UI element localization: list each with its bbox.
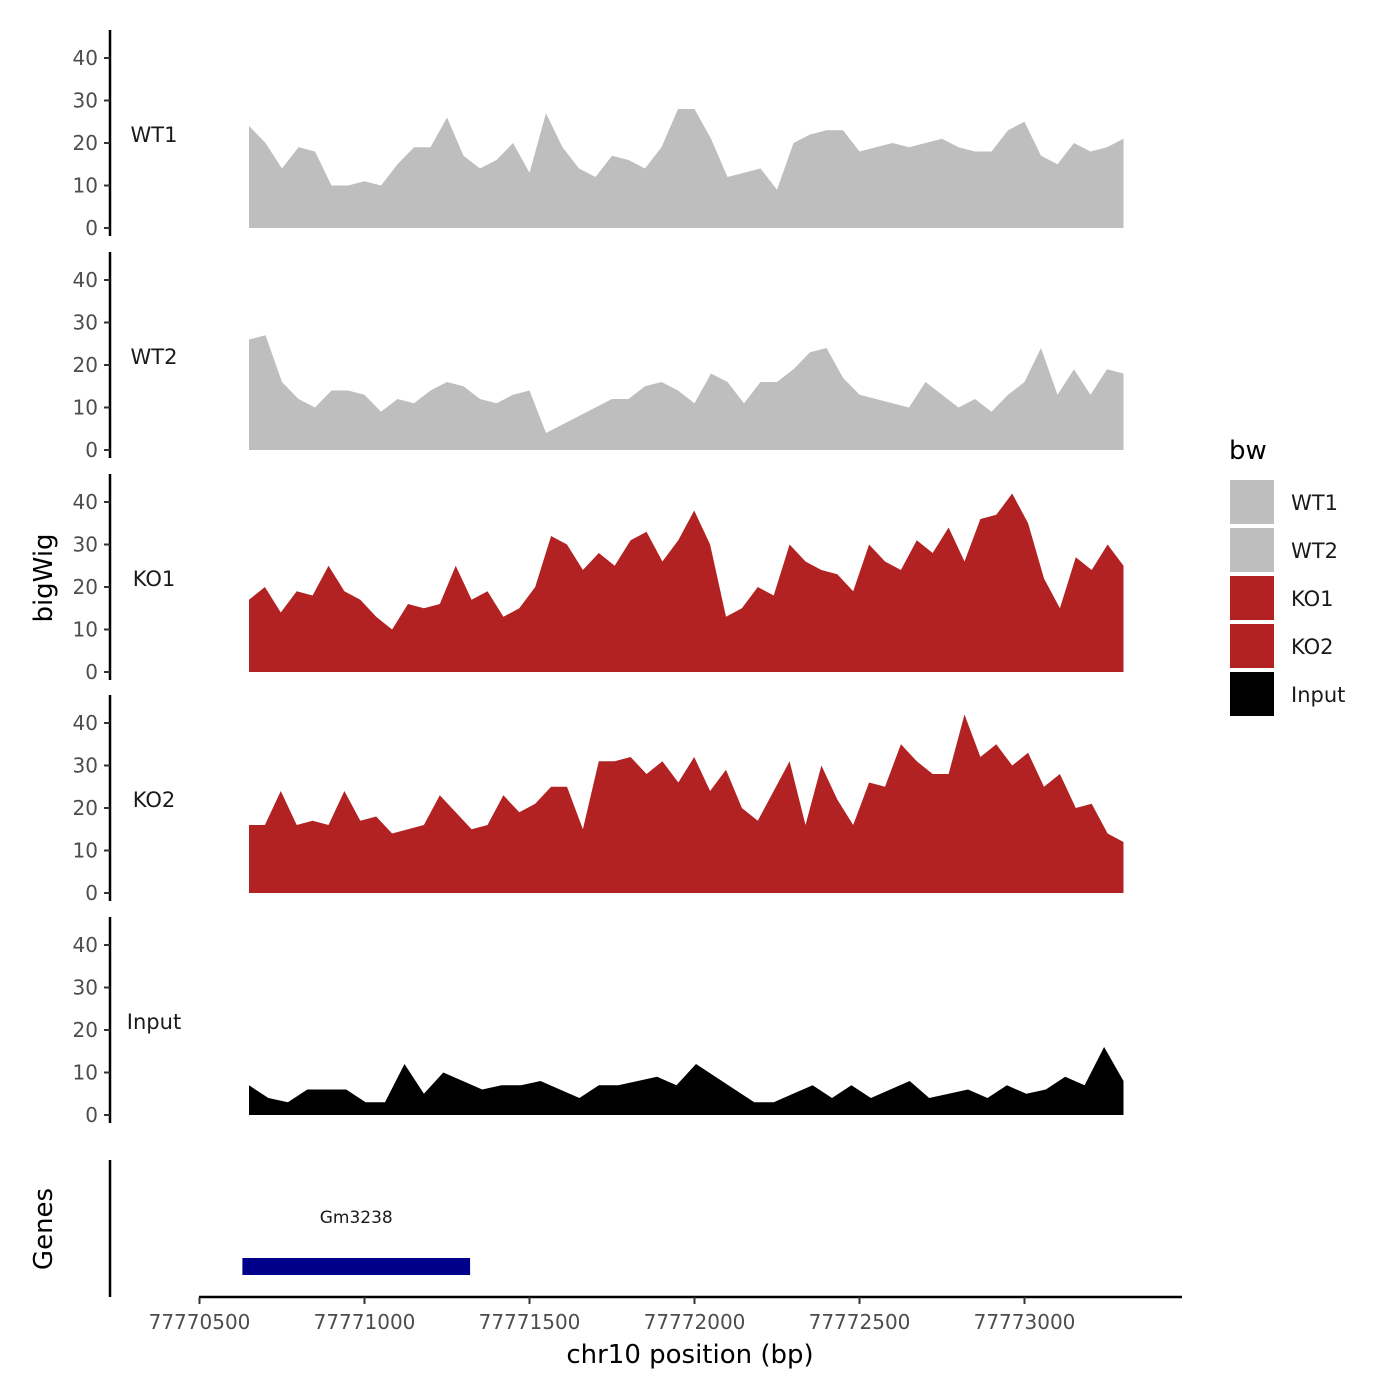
y-tick-label: 30 bbox=[73, 976, 98, 1000]
genes-panel: Gm3238 bbox=[108, 1160, 471, 1297]
signal-area-wt1 bbox=[249, 109, 1124, 228]
x-tick-label: 77772500 bbox=[809, 1310, 911, 1334]
legend-label-wt1: WT1 bbox=[1291, 491, 1338, 515]
legend-label-ko2: KO2 bbox=[1291, 635, 1334, 659]
y-tick-label: 30 bbox=[73, 89, 98, 113]
y-tick-label: 10 bbox=[73, 1061, 98, 1085]
gene-bar-gm3238 bbox=[242, 1258, 471, 1275]
y-tick-label: 0 bbox=[85, 438, 98, 462]
y-tick-label: 20 bbox=[73, 575, 98, 599]
x-tick-label: 77771000 bbox=[314, 1310, 416, 1334]
x-tick-label: 77772000 bbox=[644, 1310, 746, 1334]
track-label-input: Input bbox=[127, 1010, 181, 1034]
y-tick-label: 40 bbox=[73, 711, 98, 735]
y-tick-label: 40 bbox=[73, 933, 98, 957]
legend-label-ko1: KO1 bbox=[1291, 587, 1334, 611]
legend-key-ko1 bbox=[1230, 576, 1274, 620]
track-panel-ko2: 0 10 20 30 40 KO2 bbox=[73, 695, 1124, 905]
track-label-wt1: WT1 bbox=[131, 123, 178, 147]
track-panel-wt2: 0 10 20 30 40 WT2 bbox=[73, 252, 1124, 462]
y-tick-label: 40 bbox=[73, 46, 98, 70]
y-axis-title: bigWig bbox=[29, 533, 59, 622]
y-tick-label: 40 bbox=[73, 268, 98, 292]
legend-key-wt2 bbox=[1230, 528, 1274, 572]
legend-key-input bbox=[1230, 672, 1274, 716]
signal-area-wt2 bbox=[249, 335, 1124, 450]
y-tick-label: 20 bbox=[73, 1018, 98, 1042]
y-tick-label: 20 bbox=[73, 796, 98, 820]
y-tick-label: 20 bbox=[73, 131, 98, 155]
gene-label: Gm3238 bbox=[320, 1208, 393, 1228]
track-label-ko2: KO2 bbox=[133, 788, 176, 812]
track-panel-ko1: 0 10 20 30 40 KO1 bbox=[73, 474, 1124, 684]
legend-label-input: Input bbox=[1291, 683, 1345, 707]
genes-panel-title: Genes bbox=[29, 1188, 59, 1270]
x-tick-label: 77773000 bbox=[974, 1310, 1076, 1334]
y-tick-label: 10 bbox=[73, 618, 98, 642]
y-tick-label: 0 bbox=[85, 216, 98, 240]
y-tick-label: 30 bbox=[73, 754, 98, 778]
x-axis-title: chr10 position (bp) bbox=[566, 1340, 813, 1370]
legend: bw WT1 WT2 KO1 KO2 Input bbox=[1229, 436, 1345, 716]
legend-key-wt1 bbox=[1230, 480, 1274, 524]
x-tick-label: 77770500 bbox=[149, 1310, 251, 1334]
legend-title: bw bbox=[1229, 436, 1267, 466]
track-panel-input: 0 10 20 30 40 Input bbox=[73, 917, 1124, 1127]
track-label-wt2: WT2 bbox=[131, 345, 178, 369]
y-tick-label: 0 bbox=[85, 660, 98, 684]
legend-key-ko2 bbox=[1230, 624, 1274, 668]
y-tick-label: 40 bbox=[73, 490, 98, 514]
signal-area-input bbox=[249, 1047, 1124, 1115]
y-tick-label: 20 bbox=[73, 353, 98, 377]
legend-label-wt2: WT2 bbox=[1291, 539, 1338, 563]
track-label-ko1: KO1 bbox=[133, 567, 176, 591]
signal-area-ko1 bbox=[249, 493, 1124, 672]
y-tick-label: 30 bbox=[73, 533, 98, 557]
y-tick-label: 0 bbox=[85, 1103, 98, 1127]
y-tick-label: 30 bbox=[73, 311, 98, 335]
x-axis: 77770500 77771000 77771500 77772000 77772500… bbox=[149, 1295, 1182, 1334]
y-tick-label: 10 bbox=[73, 396, 98, 420]
y-tick-label: 10 bbox=[73, 174, 98, 198]
signal-area-ko2 bbox=[249, 714, 1124, 893]
y-tick-label: 10 bbox=[73, 839, 98, 863]
x-tick-label: 77771500 bbox=[479, 1310, 581, 1334]
track-panel-wt1: 0 10 20 30 40 WT1 bbox=[73, 30, 1124, 240]
y-tick-label: 0 bbox=[85, 881, 98, 905]
track-panels: 0 10 20 30 40 WT1 0 10 20 30 40 WT2 0 10 20 30 40 KO1 0 10 2… bbox=[73, 30, 1124, 1127]
